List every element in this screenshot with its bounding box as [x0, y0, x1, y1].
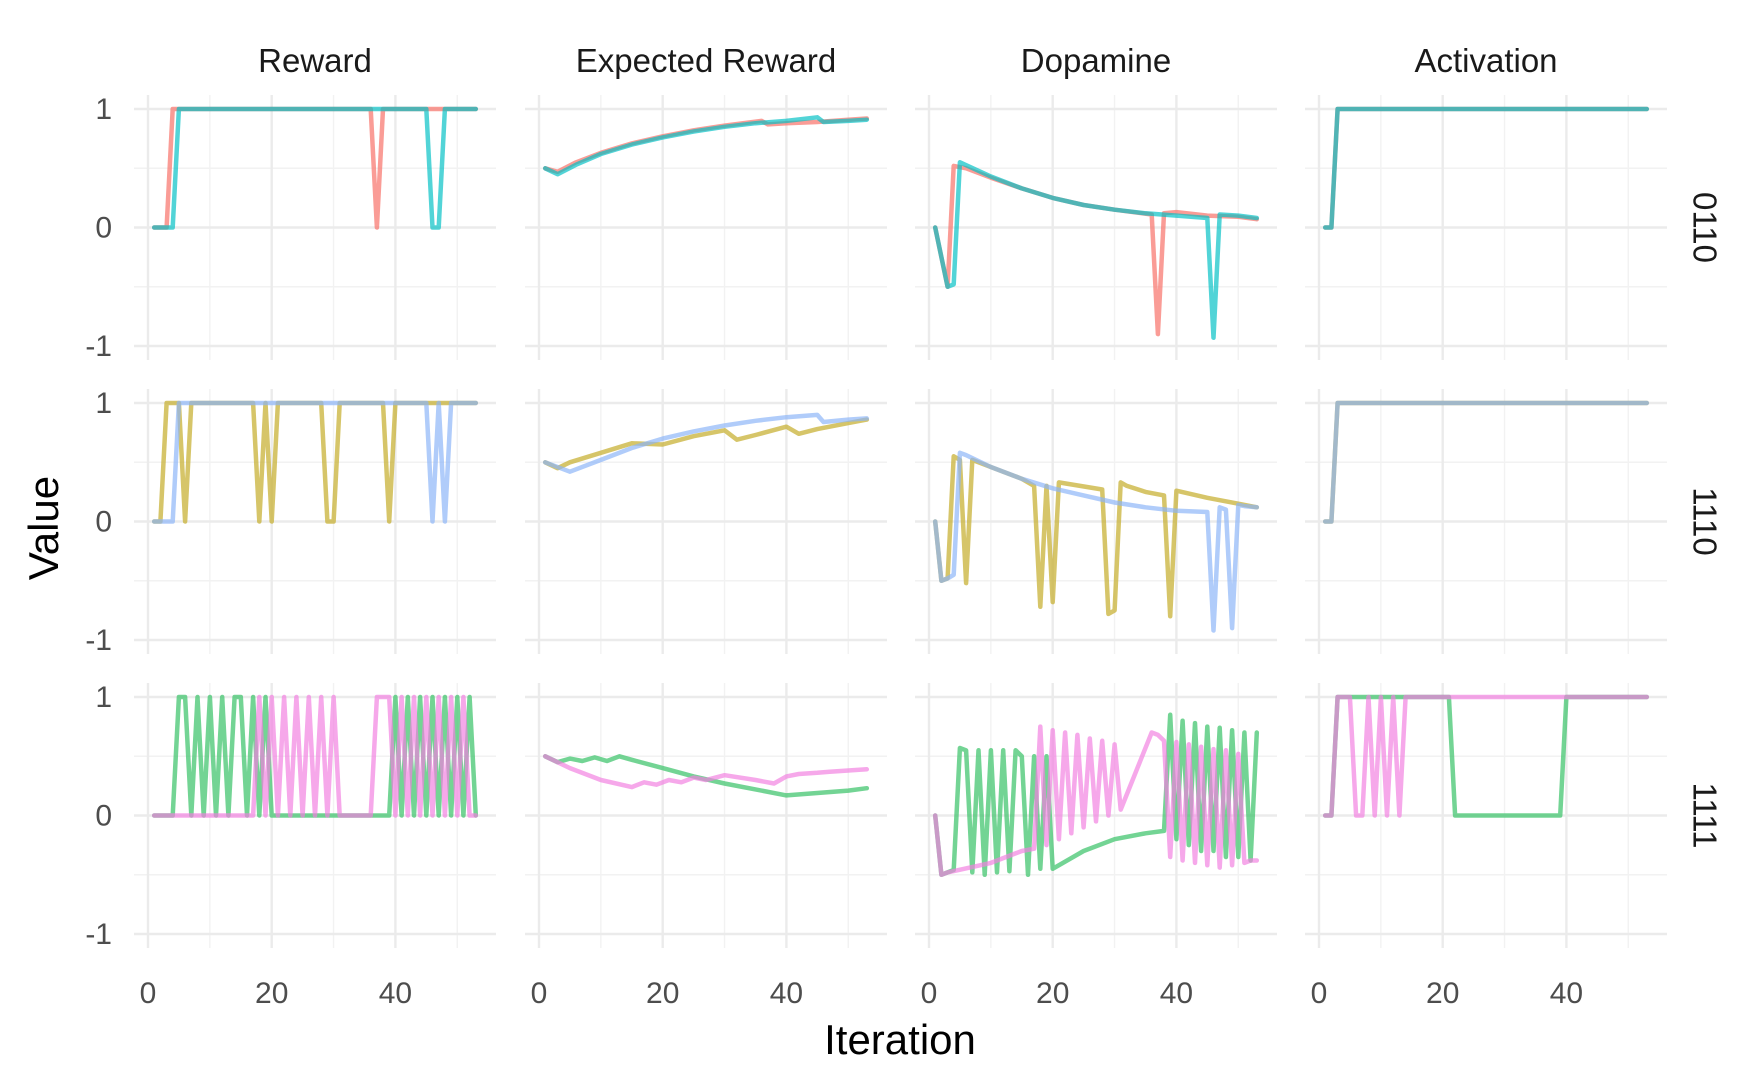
facet-row-label: 0110	[1686, 192, 1723, 263]
series-line-1110-1-0	[542, 417, 870, 471]
series-line-1110-0-1	[151, 400, 479, 524]
x-tick-label: 20	[1036, 977, 1069, 1010]
facet-row-label: 1110	[1686, 487, 1723, 556]
series-line-1110-2-0	[932, 454, 1260, 619]
series-line-0110-1-1	[542, 115, 870, 177]
x-tick-label: 40	[1160, 977, 1193, 1010]
series-line-0110-1-0	[542, 116, 870, 175]
x-tick-label: 40	[379, 977, 412, 1010]
series-line-1110-3-1	[1322, 400, 1650, 524]
series-line-1111-3-1	[1322, 694, 1650, 818]
y-tick-label: -1	[85, 624, 112, 657]
x-tick-label: 20	[255, 977, 288, 1010]
x-tick-label: 0	[1311, 977, 1328, 1010]
y-tick-label: 0	[95, 212, 112, 245]
series-line-1110-2-1	[932, 450, 1260, 633]
y-tick-label: 1	[95, 93, 112, 126]
series-line-0110-3-1	[1322, 106, 1650, 230]
series-line-1111-2-1	[932, 724, 1260, 878]
series-layer	[151, 106, 1650, 878]
y-tick-label: 0	[95, 800, 112, 833]
facet-column-title: Dopamine	[1021, 42, 1171, 79]
series-line-1111-0-1	[151, 694, 479, 818]
series-line-1111-1-1	[542, 754, 870, 790]
x-tick-label: 40	[1550, 977, 1583, 1010]
x-tick-label: 0	[921, 977, 938, 1010]
facet-row-label: 1111	[1686, 782, 1723, 848]
series-line-1111-1-0	[542, 754, 870, 798]
x-tick-label: 20	[1426, 977, 1459, 1010]
x-tick-label: 40	[770, 977, 803, 1010]
series-line-0110-2-1	[932, 160, 1260, 340]
grid-layer	[134, 95, 1667, 948]
series-line-1110-1-1	[542, 412, 870, 474]
x-axis-title: Iteration	[824, 1016, 976, 1063]
facet-column-title: Expected Reward	[576, 42, 836, 79]
y-axis-title: Value	[20, 476, 67, 580]
facet-column-title: Activation	[1414, 42, 1557, 79]
x-tick-label: 0	[531, 977, 548, 1010]
y-tick-label: -1	[85, 330, 112, 363]
series-line-0110-0-1	[151, 106, 479, 230]
y-tick-label: 1	[95, 387, 112, 420]
y-tick-label: 0	[95, 506, 112, 539]
facet-column-title: Reward	[258, 42, 372, 79]
x-tick-label: 0	[140, 977, 157, 1010]
series-line-1111-2-0	[932, 712, 1260, 878]
text-layer: Reward Expected Reward Dopamine Activation 0…	[85, 42, 1723, 1010]
x-tick-label: 20	[646, 977, 679, 1010]
y-tick-label: -1	[85, 918, 112, 951]
y-tick-label: 1	[95, 681, 112, 714]
